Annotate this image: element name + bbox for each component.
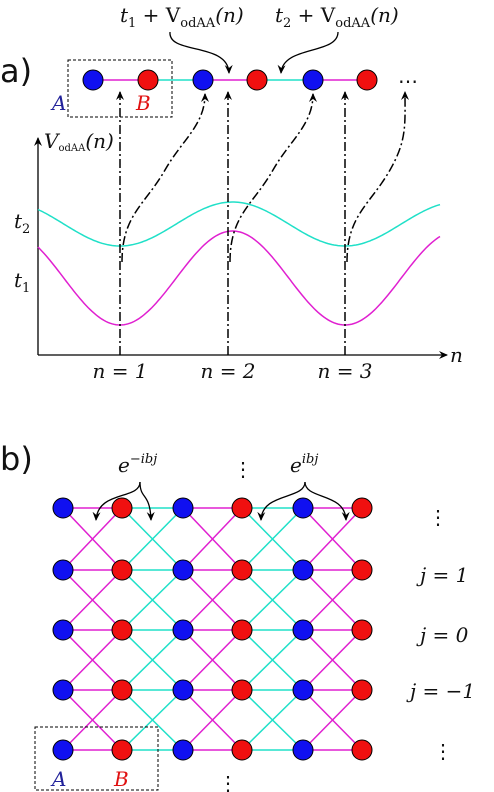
site (52, 619, 74, 641)
level-label: t1 (14, 268, 30, 296)
site (292, 559, 314, 581)
site (111, 497, 133, 519)
vdots: ⋮ (433, 739, 453, 763)
panel-label: a) (0, 52, 32, 90)
site-label: A (50, 91, 66, 115)
hopping-arrow (257, 481, 306, 521)
bond (182, 689, 243, 751)
bond (121, 507, 184, 571)
site (172, 679, 194, 701)
bond (121, 569, 184, 631)
bond (302, 569, 363, 631)
site (302, 69, 324, 91)
site (351, 739, 373, 761)
site (231, 619, 253, 641)
bond (241, 569, 304, 631)
panel-a: a) t1 + VodAA(n) t2 + VodAA(n) ⋯ A B VodAA(n) t… (0, 3, 463, 383)
site (231, 497, 253, 519)
site (231, 739, 253, 761)
bond (182, 569, 243, 631)
site (351, 619, 373, 641)
site (172, 619, 194, 641)
site (172, 497, 194, 519)
site (52, 559, 74, 581)
site (52, 497, 74, 519)
bond (62, 569, 123, 631)
bond (121, 629, 184, 691)
mapping-arrow (121, 93, 209, 263)
site (231, 559, 253, 581)
site (292, 619, 314, 641)
site (351, 559, 373, 581)
site (111, 559, 133, 581)
site (351, 497, 373, 519)
mapping-arrow (346, 91, 410, 263)
hopping-arrow (304, 481, 350, 521)
arrow (277, 31, 339, 74)
annotation: t2 + VodAA(n) (275, 3, 399, 31)
x-axis-label: n (450, 343, 463, 367)
site (292, 679, 314, 701)
site (82, 69, 104, 91)
bond (241, 629, 304, 691)
panel-label: b) (0, 440, 33, 478)
bond (302, 629, 363, 691)
bond (182, 507, 243, 571)
site (52, 739, 74, 761)
site-index: n = 2 (200, 359, 255, 383)
unit-cell-box (34, 726, 159, 791)
row-label: j = 0 (416, 623, 469, 647)
hopping-arrow (139, 481, 155, 521)
y-axis-label: VodAA(n) (44, 129, 114, 154)
bond (302, 689, 363, 751)
phase-label: e−ibj (118, 452, 157, 477)
curve (37, 230, 441, 326)
hopping-arrow (92, 481, 141, 521)
bond (121, 689, 184, 751)
site-index: n = 3 (317, 359, 372, 383)
bond (62, 689, 123, 751)
phase-label: eibj (290, 452, 318, 477)
site (292, 739, 314, 761)
site-index: n = 1 (92, 359, 147, 383)
vdots: ⋮ (428, 505, 448, 529)
level-label: t2 (14, 209, 30, 237)
site (231, 679, 253, 701)
panel-b: b) e−ibj eibj j = 1 j = 0 j = −1 ⋮ ⋮ ⋮ ⋮ A B (0, 440, 475, 792)
site (172, 559, 194, 581)
site (137, 69, 159, 91)
site (351, 679, 373, 701)
annotation: t1 + VodAA(n) (120, 3, 244, 31)
row-label: j = 1 (416, 563, 468, 587)
site (111, 739, 133, 761)
site (356, 69, 378, 91)
bond (241, 507, 304, 571)
site-label: B (113, 767, 129, 791)
curve (37, 201, 441, 247)
site (246, 69, 268, 91)
mapping-arrow (229, 93, 317, 263)
vdots: ⋮ (218, 771, 238, 792)
ellipsis: ⋯ (398, 69, 418, 93)
vdots: ⋮ (233, 457, 253, 481)
site (292, 497, 314, 519)
site-label: A (50, 767, 66, 791)
site (192, 69, 214, 91)
row-label: j = −1 (406, 679, 475, 703)
site (172, 739, 194, 761)
arrow (169, 31, 233, 74)
site (111, 679, 133, 701)
bond (182, 629, 243, 691)
bond (241, 689, 304, 751)
site-label: B (135, 91, 151, 115)
bond (62, 629, 123, 691)
site (52, 679, 74, 701)
bond (302, 507, 363, 571)
site (111, 619, 133, 641)
bond (62, 507, 123, 571)
